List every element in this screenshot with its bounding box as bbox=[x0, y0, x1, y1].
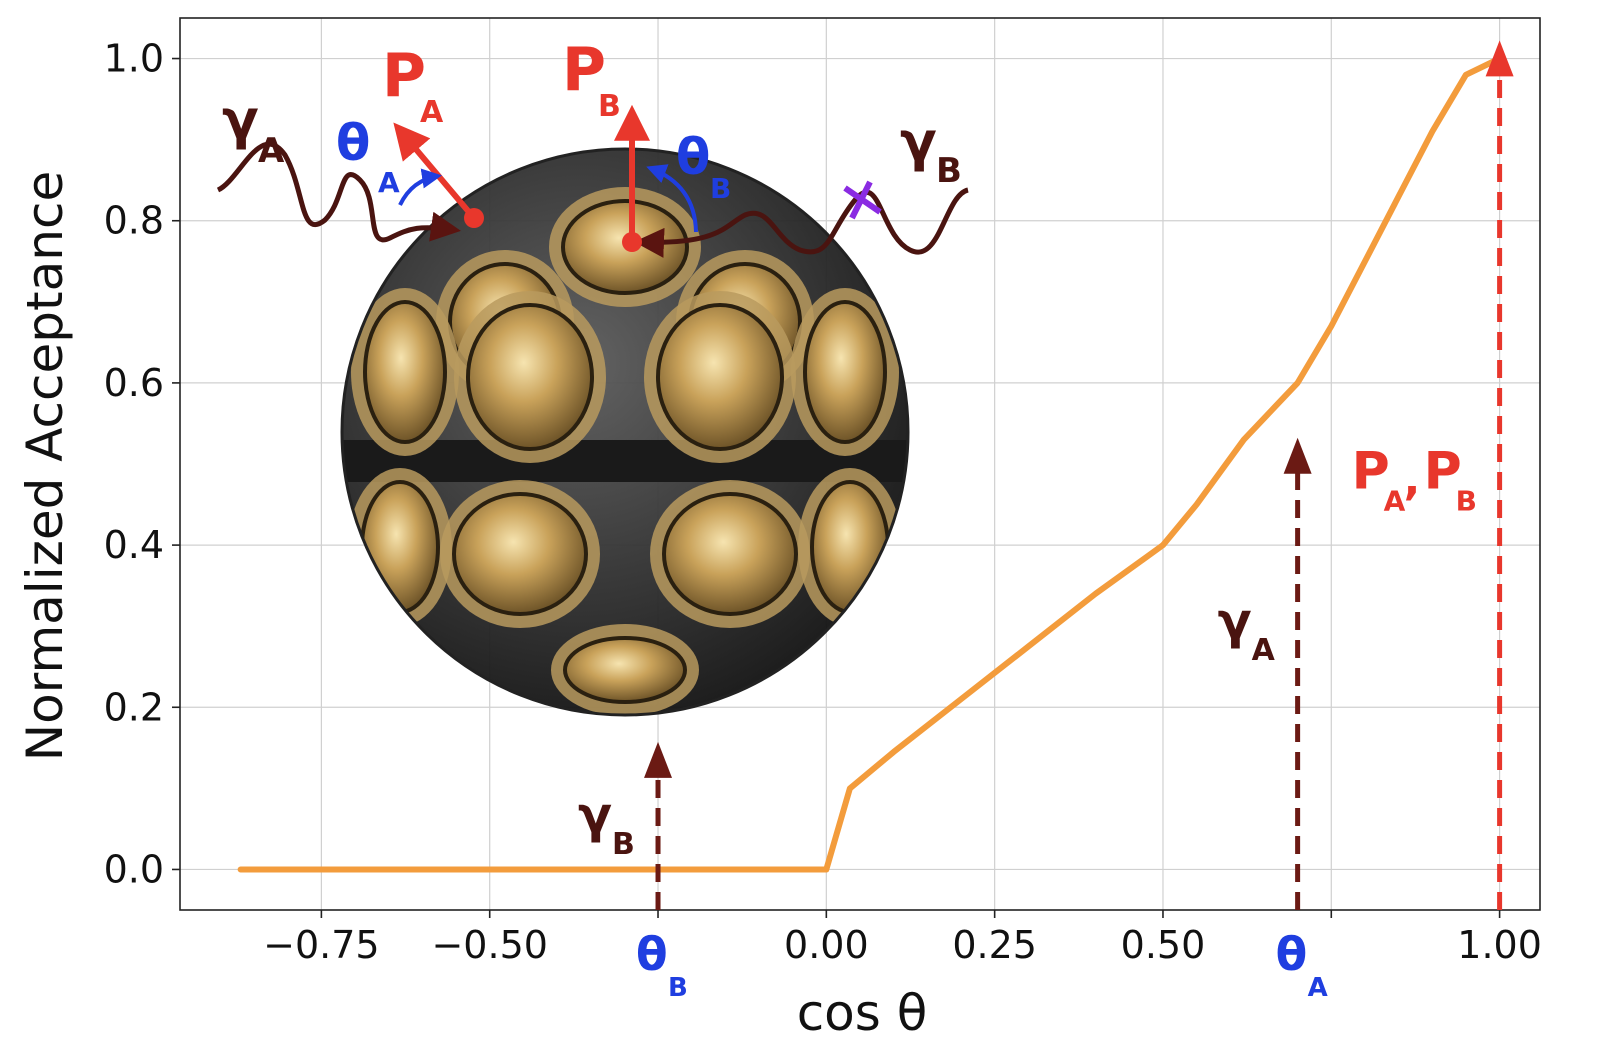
marker-photon-sub: A bbox=[1252, 633, 1276, 668]
pmt-window bbox=[563, 636, 687, 704]
y-tick-label: 0.0 bbox=[104, 847, 164, 891]
pmt-window bbox=[810, 480, 890, 614]
pmt-a-direction-arrow bbox=[393, 122, 477, 220]
inset-theta-a-label: θ bbox=[336, 114, 370, 172]
y-tick-label: 0.6 bbox=[104, 361, 164, 405]
y-axis-label: Normalized Acceptance bbox=[16, 171, 74, 761]
detector-sphere-illustration: γ A θ A P A P B θ B γ B bbox=[216, 35, 969, 717]
marker-comma: , bbox=[1404, 454, 1421, 505]
pmt-window bbox=[452, 492, 588, 616]
inset-gamma-b-sub: B bbox=[936, 151, 962, 191]
marker-p-a-label: P bbox=[1352, 441, 1390, 501]
marker-angle-label: θ bbox=[636, 927, 668, 981]
inset-p-a-label: P bbox=[382, 41, 426, 111]
inset-theta-b-sub: B bbox=[710, 172, 731, 205]
acceptance-curve bbox=[237, 55, 1503, 873]
y-tick-label: 0.2 bbox=[104, 685, 164, 729]
inset-theta-a-sub: A bbox=[378, 166, 400, 199]
pmt-window bbox=[360, 480, 440, 614]
marker-p-b-sub: B bbox=[1456, 484, 1477, 517]
marker-photon-sub: B bbox=[612, 827, 635, 862]
inset-theta-b-label: θ bbox=[676, 128, 710, 186]
y-tick-label: 0.8 bbox=[104, 199, 164, 243]
x-tick-label: −0.50 bbox=[431, 923, 547, 967]
marker-arrowhead bbox=[1485, 40, 1514, 77]
photon-b-wave bbox=[634, 187, 969, 258]
x-tick-label: −0.75 bbox=[263, 923, 379, 967]
marker-angle-label: θ bbox=[1276, 927, 1308, 981]
sphere-outline bbox=[340, 147, 910, 717]
angle-arc-b bbox=[646, 164, 698, 233]
y-tick-label: 0.4 bbox=[104, 523, 164, 567]
marker-angle-sub: A bbox=[1308, 973, 1328, 1003]
marker-arrowhead bbox=[644, 741, 673, 778]
inset-p-b-label: P bbox=[562, 35, 606, 105]
x-tick-label: 0.25 bbox=[952, 923, 1037, 967]
equator-band bbox=[342, 440, 908, 482]
y-tick-label: 1.0 bbox=[104, 37, 164, 81]
inset-gamma-b-label: γ bbox=[900, 110, 937, 173]
pmt-window bbox=[662, 492, 798, 616]
photon-a-wave bbox=[216, 141, 461, 243]
marker-angle-sub: B bbox=[668, 973, 688, 1003]
marker-p-a-sub: A bbox=[1384, 484, 1406, 517]
inset-p-a-sub: A bbox=[420, 95, 444, 130]
x-tick-label: 0.50 bbox=[1121, 923, 1206, 967]
marker-p-b-label: P bbox=[1424, 441, 1462, 501]
axes: −0.75 −0.50 0.00 0.25 0.50 1.00 0.0 0.2 0.4 0.6 0.… bbox=[104, 17, 1542, 967]
pmt-window bbox=[363, 300, 447, 444]
x-tick-label: 0.00 bbox=[784, 923, 869, 967]
pmt-window bbox=[803, 300, 887, 444]
marker-photon-label: γ bbox=[1218, 592, 1252, 650]
plot-frame bbox=[179, 17, 1541, 911]
inset-gamma-a-sub: A bbox=[258, 131, 285, 171]
marker-arrowhead bbox=[1283, 437, 1312, 474]
pmt-window bbox=[466, 303, 594, 451]
inset-gamma-a-label: γ bbox=[222, 88, 259, 151]
x-axis-label: cos θ bbox=[797, 984, 928, 1042]
angle-arc-a bbox=[398, 168, 442, 206]
marker-photon-label: γ bbox=[578, 786, 612, 844]
x-tick-label: 1.00 bbox=[1457, 923, 1542, 967]
pmt-window bbox=[656, 303, 784, 451]
inset-p-b-sub: B bbox=[598, 89, 621, 124]
purple-cross-mark bbox=[843, 180, 882, 220]
